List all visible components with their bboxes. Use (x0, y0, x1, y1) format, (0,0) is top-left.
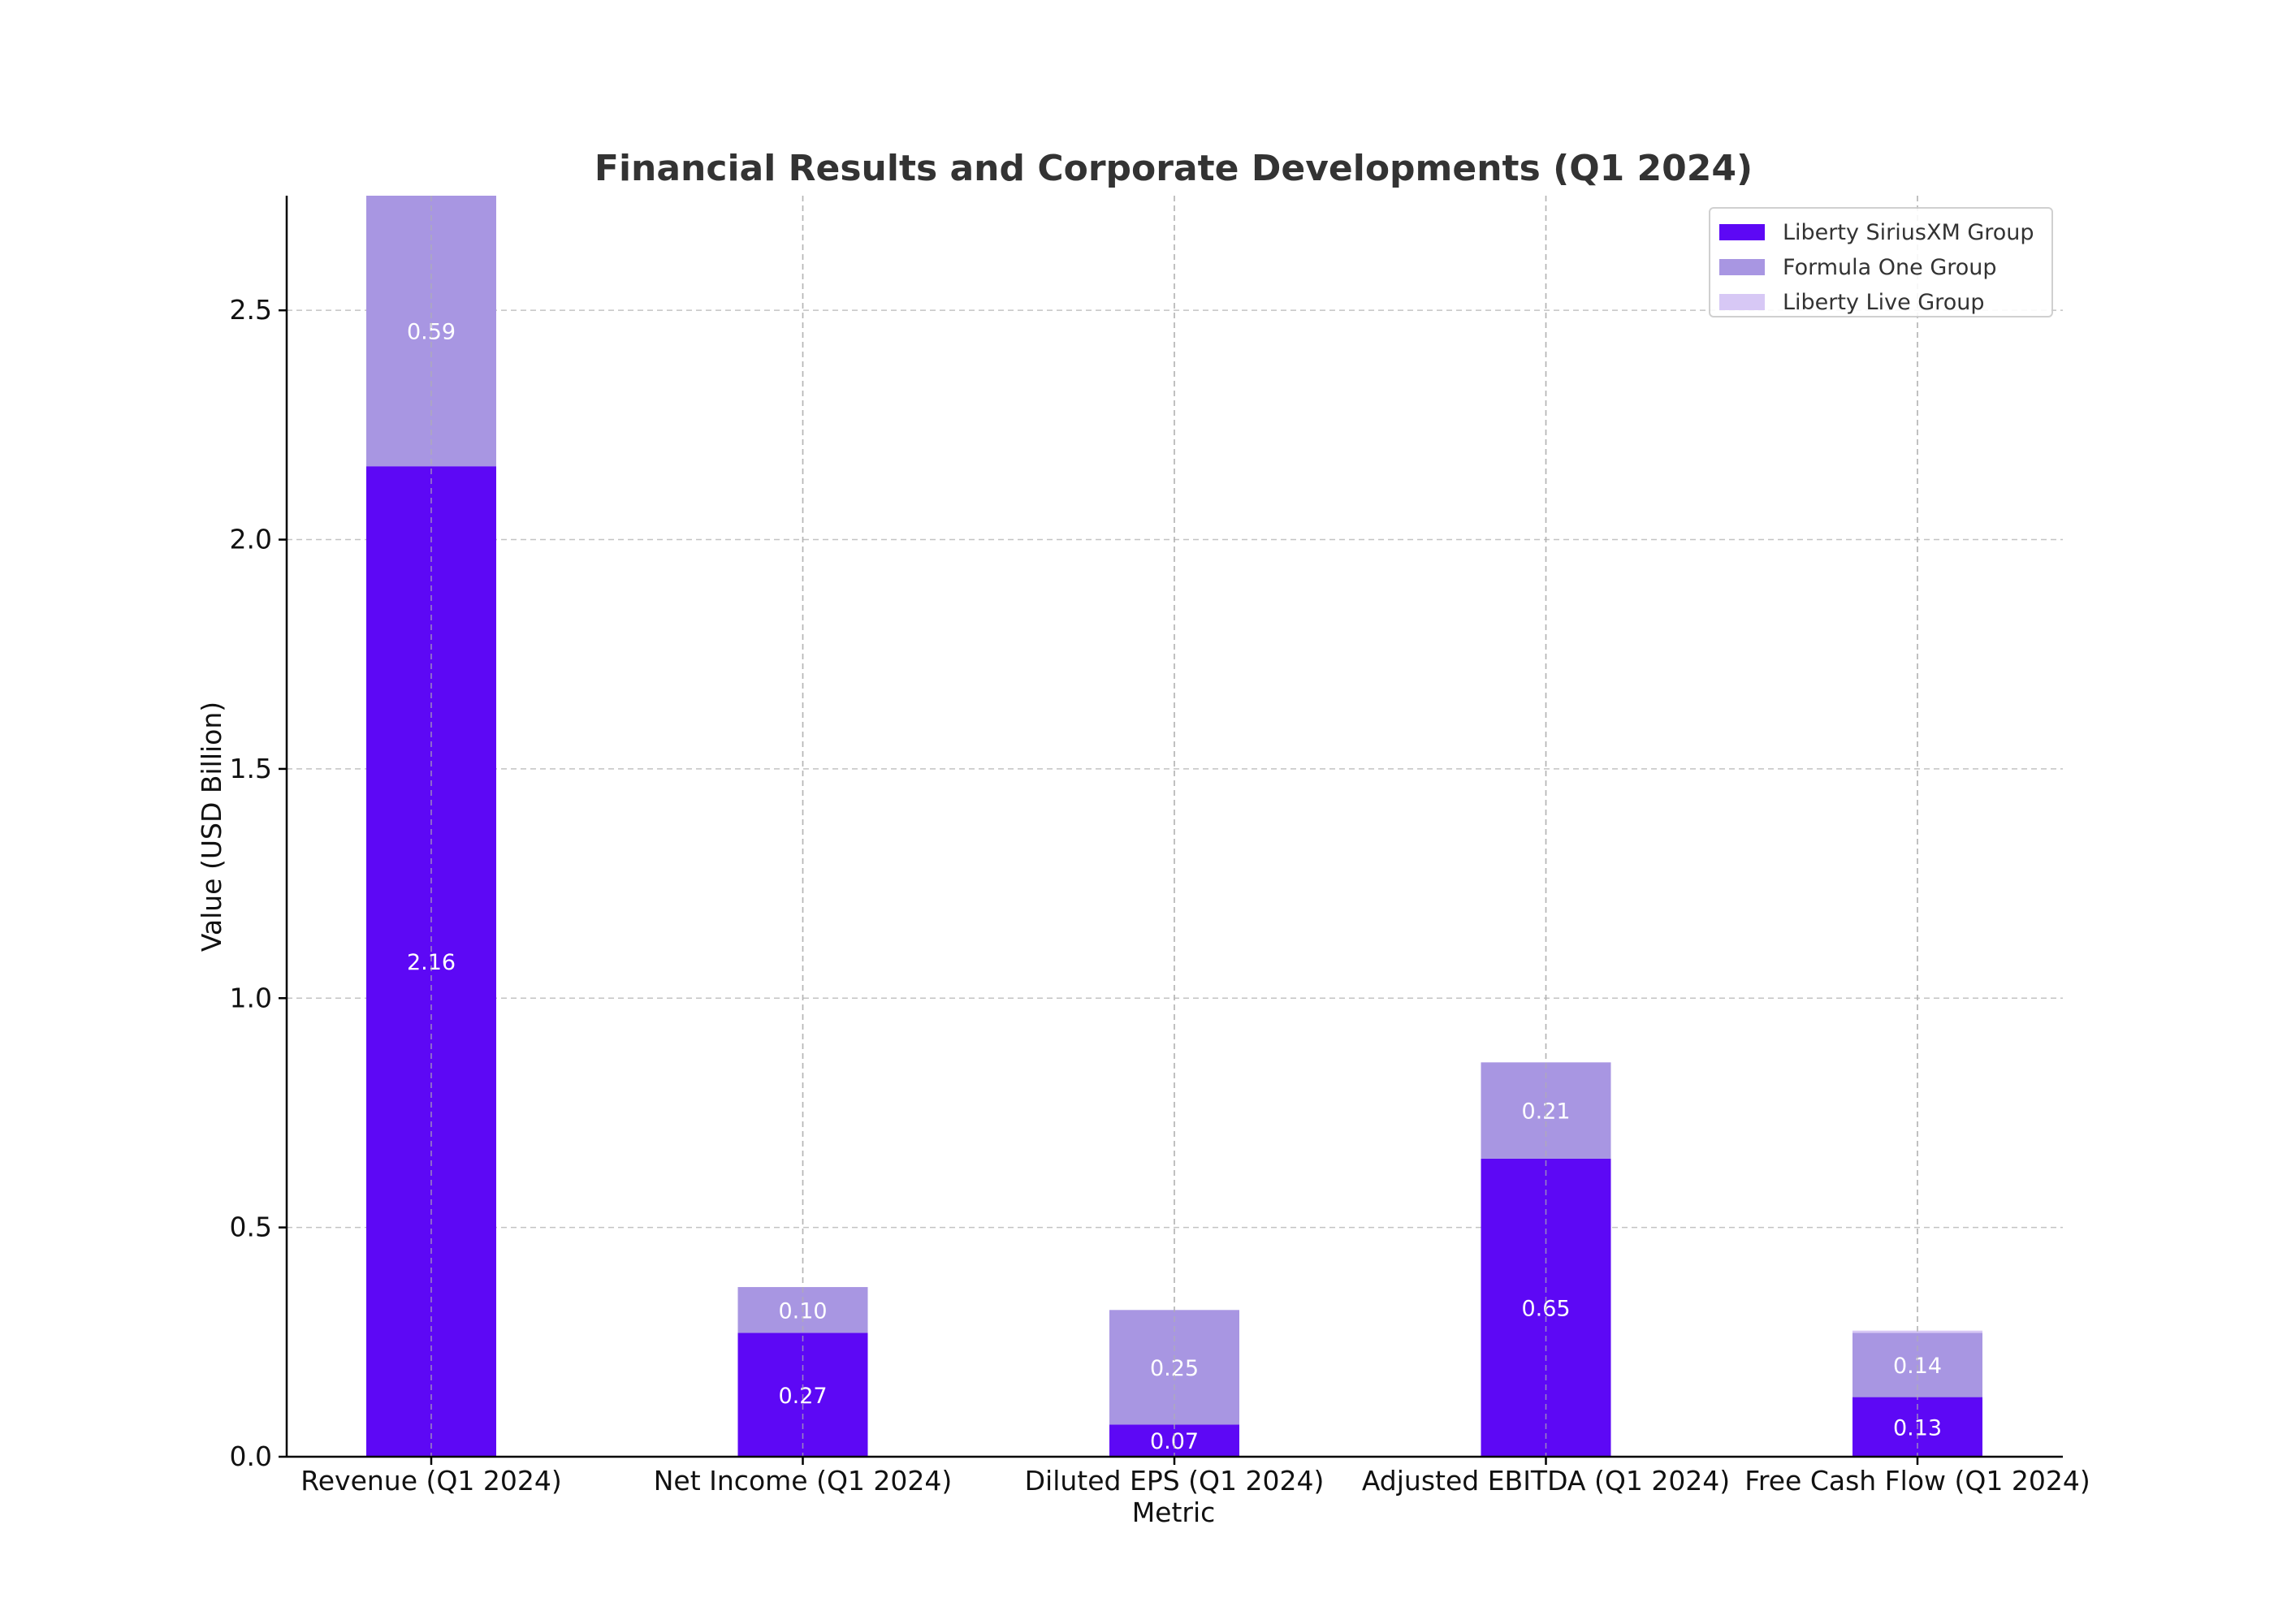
y-tick-label: 2.0 (230, 524, 272, 555)
legend-box (1709, 207, 2053, 317)
axes: 0.0 0.5 1.0 1.5 2.0 2.5 Revenue (Q1 2024) Net I… (230, 196, 2090, 1497)
y-tick-label: 0.5 (230, 1212, 272, 1243)
bar-labels: 2.160.270.070.650.130.590.100.250.210.14 (407, 196, 1942, 1457)
legend-swatch (1719, 294, 1765, 310)
legend: Liberty SiriusXM Group Formula One Group L… (1709, 207, 2053, 317)
bar-segment (1109, 1424, 1239, 1457)
x-tick-label: Diluted EPS (Q1 2024) (1025, 1465, 1325, 1497)
x-tick-label: Adjusted EBITDA (Q1 2024) (1362, 1465, 1730, 1497)
y-axis-label: Value (USD Billion) (196, 702, 227, 952)
y-tick-label: 0.0 (230, 1440, 272, 1472)
legend-swatch (1719, 224, 1765, 240)
y-tick-label: 1.0 (230, 982, 272, 1013)
x-tick-label: Net Income (Q1 2024) (654, 1465, 953, 1497)
legend-swatch (1719, 259, 1765, 275)
legend-entry: Formula One Group (1783, 255, 1997, 280)
x-tick-label: Revenue (Q1 2024) (300, 1465, 561, 1497)
legend-entry: Liberty SiriusXM Group (1783, 220, 2034, 245)
bar-value-label: 0.07 (1150, 1429, 1199, 1454)
chart-title: Financial Results and Corporate Developm… (594, 148, 1753, 189)
x-axis-label: Metric (1132, 1497, 1216, 1528)
y-tick-label: 1.5 (230, 753, 272, 784)
legend-entry: Liberty Live Group (1783, 290, 1984, 315)
x-tick-label: Free Cash Flow (Q1 2024) (1744, 1465, 2090, 1497)
bar-segment (1852, 1330, 1982, 1333)
y-tick-label: 2.5 (230, 294, 272, 326)
bar-value-label: 2.16 (407, 950, 456, 975)
